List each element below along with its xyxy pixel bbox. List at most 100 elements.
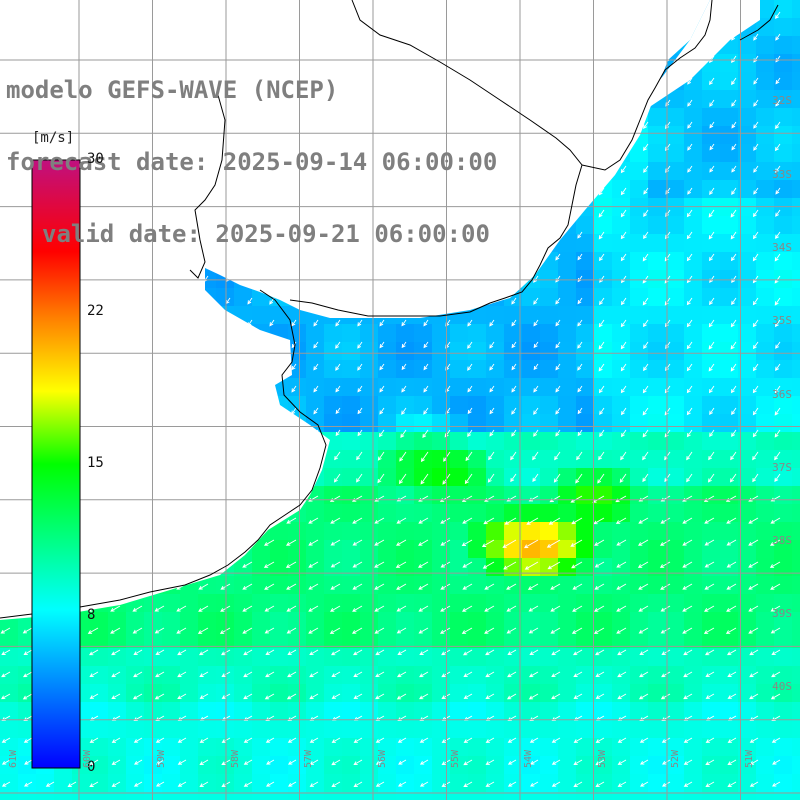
- wind-speed-cell: [612, 792, 630, 800]
- colorbar-tick-30: 30: [87, 151, 104, 167]
- lon-label-51w: 51W: [744, 749, 755, 768]
- wind-speed-cell: [648, 414, 666, 432]
- wind-speed-cell: [576, 234, 594, 252]
- wind-speed-cell: [666, 414, 684, 432]
- wind-arrows: [0, 11, 781, 787]
- wind-arrow: [665, 165, 671, 173]
- wind-arrow: [396, 605, 407, 612]
- wind-speed-cell: [792, 774, 800, 792]
- wind-speed-cell: [540, 432, 558, 450]
- wind-arrow: [203, 187, 209, 195]
- wind-arrow: [485, 693, 495, 699]
- wind-arrow: [664, 319, 671, 328]
- wind-arrow: [331, 759, 341, 766]
- wind-speed-cell: [486, 756, 504, 774]
- wind-arrow: [335, 99, 341, 107]
- wind-arrow: [93, 77, 99, 85]
- lon-label-58w: 58W: [230, 749, 241, 768]
- wind-speed-cell: [522, 432, 540, 450]
- colorbar-tick-8: 8: [87, 607, 96, 623]
- wind-speed-cell: [54, 792, 72, 800]
- wind-arrow: [749, 649, 759, 656]
- lon-label-57w: 57W: [303, 749, 314, 768]
- wind-speed-cell: [558, 468, 576, 486]
- wind-speed-cell: [576, 414, 594, 432]
- wind-arrow: [683, 693, 693, 700]
- wind-arrow: [511, 407, 517, 415]
- wind-arrow: [467, 385, 473, 393]
- wind-speed-cell: [774, 0, 792, 18]
- wind-speed-cell: [684, 288, 702, 306]
- wind-speed-cell: [0, 630, 18, 648]
- wind-arrow: [727, 693, 737, 699]
- wind-speed-cell: [666, 90, 684, 108]
- wind-arrow: [598, 451, 605, 461]
- wind-speed-cell: [522, 288, 540, 306]
- wind-arrow: [528, 671, 539, 678]
- wind-arrow: [203, 209, 209, 217]
- wind-speed-cell: [738, 162, 756, 180]
- wind-arrow: [687, 187, 693, 195]
- wind-arrow: [555, 143, 561, 151]
- wind-speed-cell: [738, 594, 756, 612]
- wind-arrow: [643, 165, 649, 173]
- wind-arrow: [753, 121, 759, 129]
- wind-arrow: [528, 627, 539, 634]
- wind-arrow: [374, 539, 385, 546]
- wind-speed-cell: [378, 720, 396, 738]
- wind-arrow: [511, 33, 517, 41]
- wind-speed-cell: [792, 414, 800, 432]
- wind-arrow: [111, 649, 121, 656]
- wind-arrow: [181, 363, 187, 371]
- wind-speed-cell: [576, 738, 594, 756]
- wind-speed-cell: [414, 612, 432, 630]
- wind-arrow: [88, 517, 99, 524]
- wind-speed-cell: [558, 306, 576, 324]
- wind-arrow: [115, 77, 121, 85]
- wind-arrow: [137, 429, 143, 437]
- wind-speed-cell: [756, 378, 774, 396]
- wind-arrow: [110, 605, 121, 612]
- wind-arrow: [753, 33, 759, 41]
- wind-arrow: [379, 143, 385, 151]
- wind-speed-cell: [702, 72, 720, 90]
- wind-speed-cell: [414, 414, 432, 432]
- wind-speed-cell: [684, 450, 702, 468]
- wind-speed-cell: [432, 612, 450, 630]
- wind-speed-cell: [432, 774, 450, 792]
- wind-arrow: [620, 121, 627, 130]
- lat-label-36s: 36S: [772, 388, 792, 401]
- wind-arrow: [639, 737, 649, 743]
- wind-speed-cell: [450, 342, 468, 360]
- wind-arrow: [357, 77, 363, 85]
- wind-arrow: [247, 165, 253, 173]
- wind-arrow: [637, 539, 649, 546]
- wind-speed-cell: [396, 612, 414, 630]
- wind-speed-cell: [126, 738, 144, 756]
- wind-arrow: [335, 341, 341, 349]
- wind-speed-cell: [180, 702, 198, 720]
- wind-speed-cell: [108, 720, 126, 738]
- wind-arrow: [572, 605, 583, 612]
- wind-speed-cell: [666, 648, 684, 666]
- wind-speed-cell: [648, 126, 666, 144]
- wind-speed-cell: [630, 774, 648, 792]
- wind-speed-cell: [702, 774, 720, 792]
- wind-speed-cell: [378, 504, 396, 522]
- wind-speed-cell: [468, 324, 486, 342]
- wind-speed-cell: [666, 378, 684, 396]
- wind-arrow: [401, 297, 407, 305]
- wind-speed-cell: [648, 594, 666, 612]
- wind-speed-cell: [756, 738, 774, 756]
- wind-speed-cell: [504, 648, 522, 666]
- wind-speed-cell: [306, 774, 324, 792]
- wind-arrow: [247, 143, 253, 151]
- wind-speed-cell: [504, 396, 522, 414]
- wind-arrow: [529, 781, 539, 787]
- wind-arrow: [637, 561, 649, 568]
- wind-speed-cell: [702, 270, 720, 288]
- wind-speed-cell: [270, 702, 288, 720]
- wind-arrow: [269, 99, 275, 107]
- wind-speed-cell: [576, 594, 594, 612]
- wind-speed-cell: [630, 216, 648, 234]
